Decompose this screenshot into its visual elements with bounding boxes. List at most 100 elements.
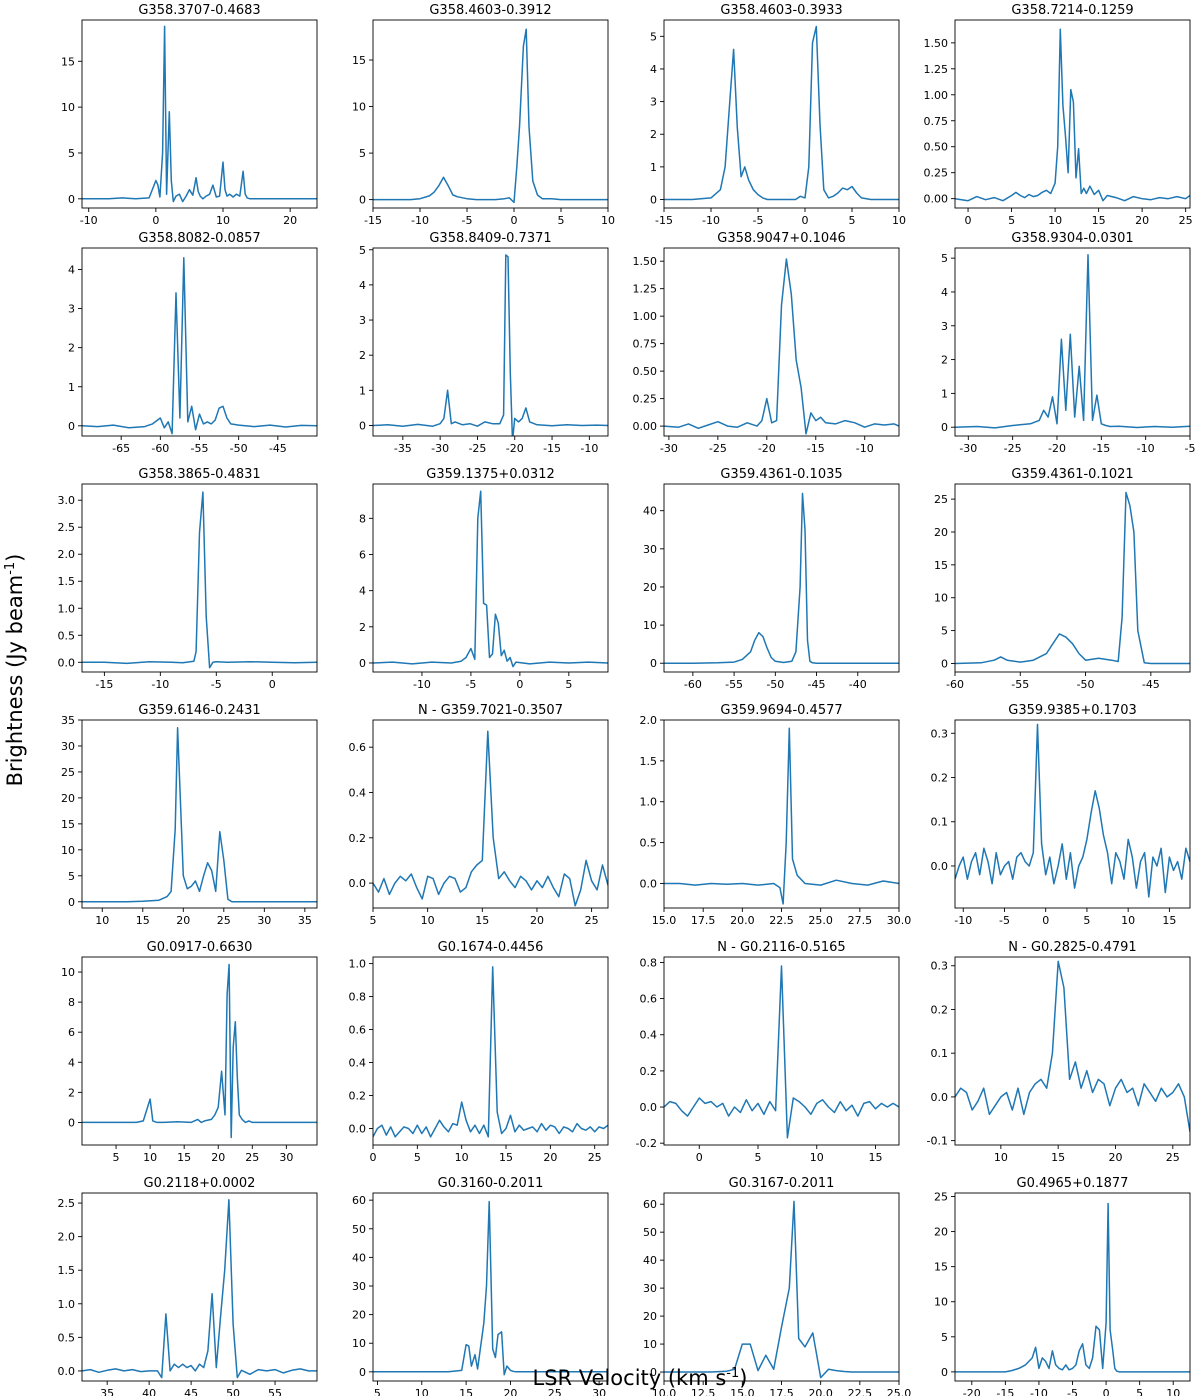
x-tick-label: 10 <box>810 1151 824 1164</box>
subplot-title: G358.3707-0.4683 <box>138 3 260 18</box>
subplot-21: G0.2118+0.0002 35 40 45 50 55 0.0 0.5 1.0 1.5 2.0 2… <box>58 1176 318 1396</box>
y-tick-label: 0.25 <box>633 393 658 406</box>
plot-frame <box>372 719 609 909</box>
x-tick-label: 17.5 <box>769 1387 794 1396</box>
x-tick-label: 22.5 <box>769 914 794 927</box>
subplot-10: G359.1375+0.0312 -10 -5 0 5 0 2 4 6 8 <box>359 467 609 691</box>
x-tick-label: -50 <box>766 678 784 691</box>
subplot-15: G359.9694-0.4577 15.0 17.5 20.0 22.5 25.0 27.5… <box>640 703 912 927</box>
x-tick-label: -15 <box>996 1387 1014 1396</box>
x-tick-label: 20 <box>211 1151 225 1164</box>
plot-frame <box>954 247 1191 437</box>
y-tick-label: 0.50 <box>924 141 949 154</box>
y-tick-label: 4 <box>68 263 75 276</box>
y-tick-label: 0.50 <box>633 365 658 378</box>
x-tick-label: -25 <box>468 442 486 455</box>
x-tick-label: -55 <box>725 678 743 691</box>
x-tick-label: 15.0 <box>652 914 677 927</box>
y-tick-label: 30 <box>643 1282 657 1295</box>
y-tick-label: 20 <box>934 526 948 539</box>
subplot-title: G359.9694-0.4577 <box>720 703 842 718</box>
y-tick-label: 2.0 <box>58 548 76 561</box>
x-tick-label: -15 <box>543 442 561 455</box>
y-tick-label: 1.5 <box>58 1264 76 1277</box>
x-tick-label: 15 <box>1092 214 1106 227</box>
y-tick-label: 1.00 <box>633 310 658 323</box>
spectrum-line <box>664 25 899 201</box>
x-tick-label: -55 <box>1011 678 1029 691</box>
y-tick-label: 2 <box>359 349 366 362</box>
y-tick-label: 0.5 <box>640 837 658 850</box>
y-tick-label: 50 <box>352 1223 366 1236</box>
y-tick-label: 0.2 <box>349 1090 367 1103</box>
spectrum-line <box>664 727 899 905</box>
y-tick-label: 0.5 <box>58 1331 76 1344</box>
y-tick-label: 20 <box>61 792 75 805</box>
subplot-title: G359.4361-0.1021 <box>1011 467 1133 482</box>
subplot-title: G0.2118+0.0002 <box>144 1176 256 1191</box>
spectrum-line <box>82 257 317 435</box>
subplot-7: G358.9047+0.1046 -30 -25 -20 -15 -10 0.00 0.25 0… <box>633 231 900 455</box>
y-tick-label: 4 <box>68 1056 75 1069</box>
x-tick-label: 0 <box>696 1151 703 1164</box>
y-tick-label: 3 <box>68 303 75 316</box>
y-tick-label: 8 <box>359 512 366 525</box>
y-tick-label: 5 <box>68 870 75 883</box>
y-tick-label: 10 <box>352 1337 366 1350</box>
y-tick-label: 2 <box>650 128 657 141</box>
y-tick-label: 10 <box>61 844 75 857</box>
y-tick-label: 0.6 <box>349 741 367 754</box>
spectrum-line <box>82 1198 317 1379</box>
y-tick-label: 10 <box>643 619 657 632</box>
y-tick-label: 5 <box>941 625 948 638</box>
spectrum-line <box>955 254 1190 429</box>
x-tick-label: -60 <box>151 442 169 455</box>
x-tick-label: 27.5 <box>848 914 873 927</box>
plot-frame <box>663 1192 900 1382</box>
plot-frame <box>954 956 1191 1146</box>
x-tick-label: -20 <box>963 1387 981 1396</box>
y-tick-label: 3 <box>650 96 657 109</box>
x-tick-label: 15 <box>1162 914 1176 927</box>
x-tick-label: 5 <box>558 214 565 227</box>
spectrum-line <box>373 490 608 668</box>
y-tick-label: 0.75 <box>924 115 949 128</box>
x-tick-label: -45 <box>269 442 287 455</box>
x-tick-label: 5 <box>374 1387 381 1396</box>
x-tick-label: 30 <box>279 1151 293 1164</box>
y-tick-label: 0 <box>68 420 75 433</box>
x-tick-label: 35 <box>100 1387 114 1396</box>
x-tick-label: 30.0 <box>887 914 912 927</box>
x-tick-label: 0 <box>1103 1387 1110 1396</box>
subplot-24: G0.4965+0.1877 -20 -15 -10 -5 0 5 10 0 5 10 15 20 25 <box>934 1176 1191 1396</box>
spectrum-line <box>373 254 608 436</box>
y-tick-label: 40 <box>352 1251 366 1264</box>
plot-frame <box>954 483 1191 673</box>
x-tick-label: 25.0 <box>887 1387 912 1396</box>
x-tick-label: -15 <box>95 678 113 691</box>
y-tick-label: 3 <box>359 314 366 327</box>
x-tick-label: 0 <box>269 678 276 691</box>
spectrum-line <box>955 1202 1190 1373</box>
x-tick-label: -40 <box>849 678 867 691</box>
y-tick-label: 2.5 <box>58 521 76 534</box>
subplot-title: G0.1674-0.4456 <box>438 940 544 955</box>
spectrum-line <box>955 960 1190 1133</box>
y-tick-label: 0 <box>941 1366 948 1379</box>
y-tick-label: 5 <box>359 244 366 257</box>
y-tick-label: 1.0 <box>58 602 76 615</box>
y-tick-label: 4 <box>650 63 657 76</box>
x-tick-label: 15 <box>459 1387 473 1396</box>
x-tick-label: 5 <box>1083 914 1090 927</box>
plot-frame <box>954 19 1191 209</box>
x-tick-label: -20 <box>506 442 524 455</box>
x-tick-label: -50 <box>230 442 248 455</box>
plot-frame <box>81 1192 318 1382</box>
x-tick-label: 40 <box>142 1387 156 1396</box>
x-tick-label: -25 <box>1004 442 1022 455</box>
x-tick-label: 5 <box>849 214 856 227</box>
y-tick-label: 1 <box>650 161 657 174</box>
x-tick-label: 0 <box>516 678 523 691</box>
x-tick-label: 10 <box>415 1387 429 1396</box>
subplot-title: G359.6146-0.2431 <box>138 703 260 718</box>
